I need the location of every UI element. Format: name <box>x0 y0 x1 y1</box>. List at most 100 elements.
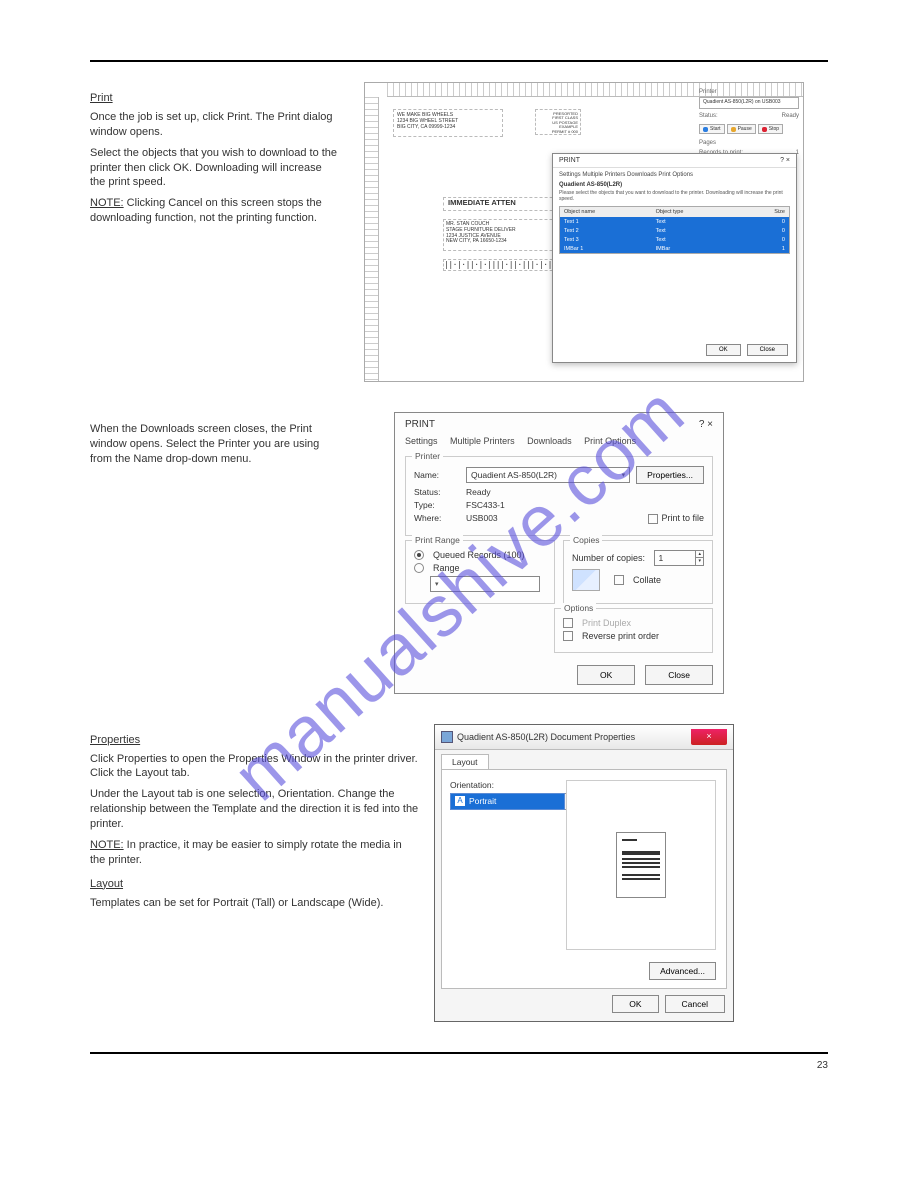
r4c: 1 <box>743 244 789 253</box>
mini-winbtns[interactable]: ? × <box>780 157 790 164</box>
docprop-ok-button[interactable]: OK <box>612 995 658 1013</box>
printdlg-title: PRINT <box>405 419 435 430</box>
page-number: 23 <box>90 1060 828 1071</box>
tab-downloads[interactable]: Downloads <box>527 436 572 446</box>
mini-ok-button[interactable]: OK <box>706 344 741 356</box>
preview-pane <box>566 780 716 950</box>
stop-button[interactable]: Stop <box>758 124 783 134</box>
document-properties-dialog: Quadient AS-850(L2R) Document Properties… <box>434 724 734 1022</box>
printdlg-ok-button[interactable]: OK <box>577 665 635 685</box>
docprop-title: Quadient AS-850(L2R) Document Properties <box>457 732 635 742</box>
status-val: Ready <box>466 487 491 497</box>
orientation-combo[interactable]: A Portrait <box>450 793 565 810</box>
heading-layout: Layout <box>90 878 420 890</box>
advanced-button[interactable]: Advanced... <box>649 962 716 980</box>
orientation-value: Portrait <box>469 796 496 806</box>
row-properties: Properties Click Properties to open the … <box>90 724 828 1022</box>
panel-printer-combo[interactable]: Quadient AS-850(L2R) on USB003 <box>699 97 799 109</box>
row-print: Print Once the job is set up, click Prin… <box>90 82 828 382</box>
bottom-rule <box>90 1052 828 1054</box>
panel-status-val: Ready <box>782 113 799 119</box>
reverse-label: Reverse print order <box>582 631 659 641</box>
r3c: 0 <box>743 235 789 244</box>
where-val: USB003 <box>466 513 498 523</box>
heading-properties: Properties <box>90 734 420 746</box>
panel-status-label: Status: <box>699 113 718 119</box>
print-to-file-checkbox[interactable] <box>648 514 658 524</box>
r4a: IMBar 1 <box>560 244 652 253</box>
r1b: Text <box>652 217 744 226</box>
printdlg-winbtns[interactable]: ? × <box>699 419 713 430</box>
r1c: 0 <box>743 217 789 226</box>
collate-label: Collate <box>633 575 661 585</box>
heading-print: Print <box>90 92 350 104</box>
gh1: Object name <box>560 207 652 217</box>
r3a: Text 3 <box>560 235 652 244</box>
download-grid[interactable]: Object nameObject typeSize Text 1Text0 T… <box>559 206 790 254</box>
r2a: Text 2 <box>560 226 652 235</box>
mini-tabs[interactable]: Settings Multiple Printers Downloads Pri… <box>553 168 796 182</box>
name-val: Quadient AS-850(L2R) <box>471 470 557 480</box>
range-radio[interactable] <box>414 563 424 573</box>
top-rule <box>90 60 828 62</box>
queued-label: Queued Records (100) <box>433 550 525 560</box>
type-label: Type: <box>414 500 460 510</box>
grp-range-label: Print Range <box>412 535 463 545</box>
ruler-vertical <box>365 97 379 381</box>
collate-checkbox[interactable] <box>614 575 624 585</box>
copies-spinner[interactable]: ▴▾ <box>696 550 704 566</box>
docprop-cancel-button[interactable]: Cancel <box>665 995 725 1013</box>
name-label: Name: <box>414 470 460 480</box>
mini-title: PRINT <box>559 157 580 164</box>
close-button[interactable]: × <box>691 729 727 745</box>
mini-print-dialog: PRINT ? × Settings Multiple Printers Down… <box>552 153 797 363</box>
printdlg-close-button[interactable]: Close <box>645 665 713 685</box>
grp-copies-label: Copies <box>570 535 602 545</box>
print-p1: Once the job is set up, click Print. The… <box>90 110 340 140</box>
note-label: NOTE: <box>90 197 124 209</box>
start-button[interactable]: Start <box>699 124 725 134</box>
where-label: Where: <box>414 513 460 523</box>
range-label: Range <box>433 563 460 573</box>
mini-close-button[interactable]: Close <box>747 344 788 356</box>
props-p2: Under the Layout tab is one selection, O… <box>90 787 420 832</box>
group-copies: Copies Number of copies: 1 ▴▾ Collate <box>563 540 713 604</box>
layout-text: Templates can be set for Portrait (Tall)… <box>90 896 420 911</box>
queued-radio[interactable] <box>414 550 424 560</box>
ind5: PERMIT # 000 <box>538 130 578 134</box>
start-lbl: Start <box>710 126 721 132</box>
copies-input[interactable]: 1 <box>654 550 696 566</box>
doc-preview <box>616 832 666 898</box>
r1a: Text 1 <box>560 217 652 226</box>
return-address: WE MAKE BIG WHEELS 1234 BIG WHEEL STREET… <box>393 109 503 137</box>
props-p1: Click Properties to open the Properties … <box>90 752 420 782</box>
duplex-label: Print Duplex <box>582 618 631 628</box>
group-range: Print Range Queued Records (100) Range <box>405 540 555 604</box>
mini-sub: Quadient AS-850(L2R) <box>553 182 796 190</box>
tab-layout[interactable]: Layout <box>441 754 489 769</box>
note-text-2: In practice, it may be easier to simply … <box>90 839 402 866</box>
stop-lbl: Stop <box>769 126 779 132</box>
pause-button[interactable]: Pause <box>727 124 756 134</box>
properties-button[interactable]: Properties... <box>636 466 704 484</box>
printer-icon <box>441 731 453 743</box>
printdlg-intro: When the Downloads screen closes, the Pr… <box>90 422 340 467</box>
pause-lbl: Pause <box>738 126 752 132</box>
tab-options[interactable]: Print Options <box>584 436 636 446</box>
grp-options-label: Options <box>561 603 596 613</box>
copies-label: Number of copies: <box>572 553 645 563</box>
print-to-file-label: Print to file <box>661 513 704 523</box>
tab-settings[interactable]: Settings <box>405 436 438 446</box>
r4b: IMBar <box>652 244 744 253</box>
panel-pages-label: Pages <box>699 140 799 146</box>
tab-multiple[interactable]: Multiple Printers <box>450 436 515 446</box>
printer-name-combo[interactable]: Quadient AS-850(L2R) <box>466 467 630 483</box>
print-dialog: PRINT ? × Settings Multiple Printers Dow… <box>394 412 724 694</box>
mini-note: Please select the objects that you want … <box>553 190 796 206</box>
group-options: Options Print Duplex Reverse print order <box>554 608 713 653</box>
range-combo[interactable] <box>430 576 540 592</box>
printdlg-tabs[interactable]: Settings Multiple Printers Downloads Pri… <box>395 436 723 452</box>
reverse-checkbox[interactable] <box>563 631 573 641</box>
page: Print Once the job is set up, click Prin… <box>0 0 918 1111</box>
collate-icon <box>572 569 600 591</box>
